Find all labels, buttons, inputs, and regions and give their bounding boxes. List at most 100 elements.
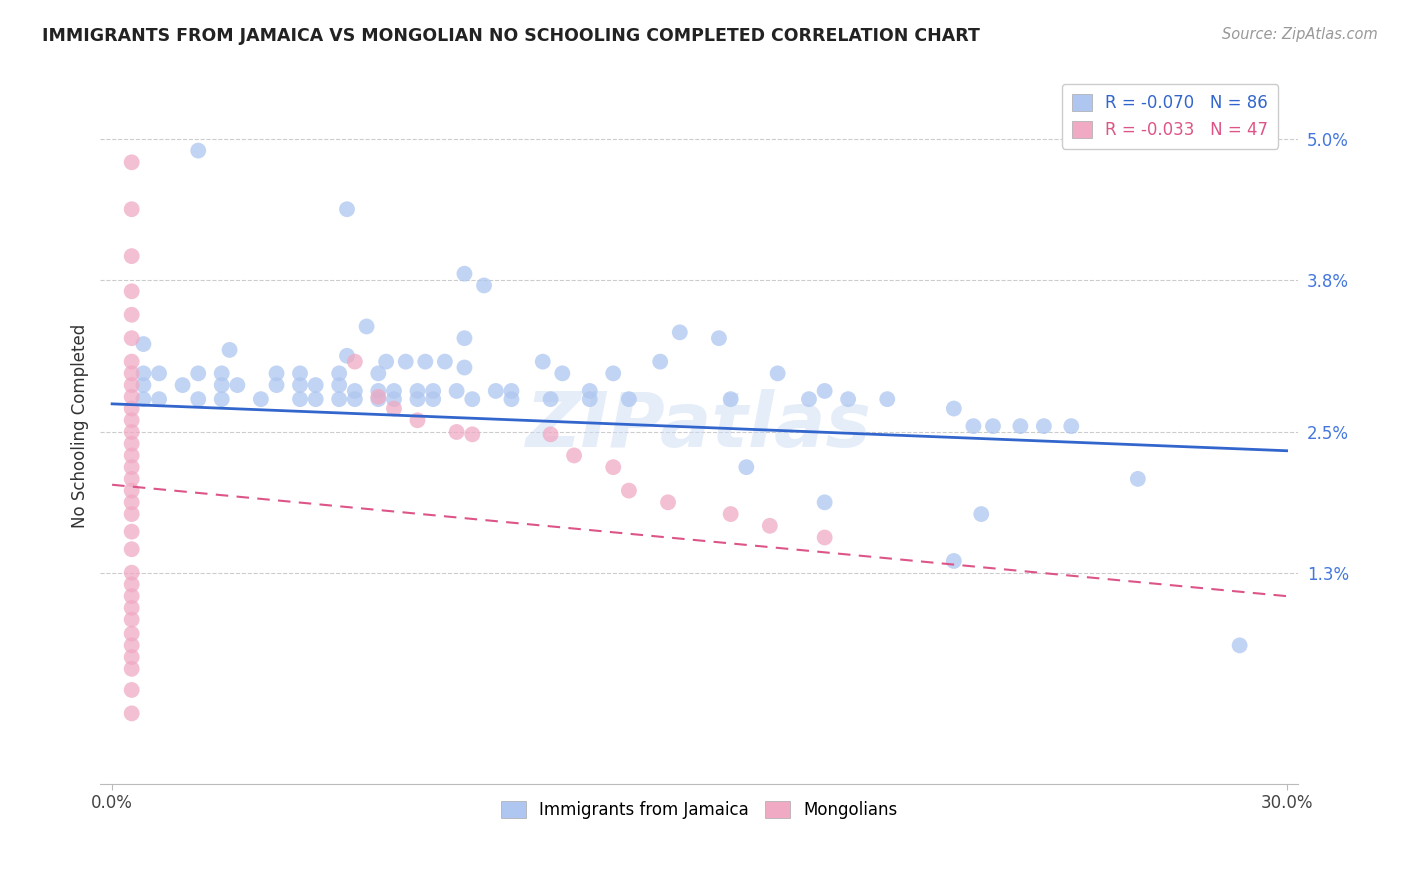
Point xyxy=(814,495,837,509)
Point xyxy=(837,392,859,406)
Point xyxy=(422,384,444,398)
Point xyxy=(602,460,624,475)
Point xyxy=(288,378,311,392)
Point xyxy=(121,390,143,404)
Point xyxy=(121,449,143,463)
Point xyxy=(617,483,640,498)
Point xyxy=(328,392,350,406)
Point xyxy=(406,384,429,398)
Point xyxy=(336,202,359,217)
Point xyxy=(422,392,444,406)
Legend: Immigrants from Jamaica, Mongolians: Immigrants from Jamaica, Mongolians xyxy=(494,794,904,825)
Point xyxy=(121,413,143,427)
Point xyxy=(1010,419,1032,434)
Point xyxy=(461,392,484,406)
Point xyxy=(226,378,249,392)
Point xyxy=(650,354,672,368)
Point xyxy=(211,367,233,381)
Point xyxy=(121,662,143,676)
Point xyxy=(472,278,495,293)
Point xyxy=(970,507,993,521)
Point xyxy=(814,531,837,545)
Point xyxy=(551,367,574,381)
Point xyxy=(562,449,585,463)
Point xyxy=(172,378,194,392)
Point xyxy=(218,343,240,357)
Point xyxy=(187,392,209,406)
Point xyxy=(121,639,143,653)
Point xyxy=(406,413,429,427)
Point xyxy=(121,401,143,416)
Point xyxy=(485,384,508,398)
Point xyxy=(375,354,398,368)
Point xyxy=(367,384,389,398)
Point xyxy=(305,392,328,406)
Point xyxy=(461,427,484,442)
Point xyxy=(121,155,143,169)
Point xyxy=(343,354,366,368)
Point xyxy=(413,354,436,368)
Point xyxy=(121,354,143,368)
Point xyxy=(1032,419,1054,434)
Text: Source: ZipAtlas.com: Source: ZipAtlas.com xyxy=(1222,27,1378,42)
Point xyxy=(121,626,143,640)
Point xyxy=(942,554,965,568)
Point xyxy=(501,392,523,406)
Point xyxy=(814,384,837,398)
Point xyxy=(962,419,984,434)
Point xyxy=(1060,419,1083,434)
Point xyxy=(602,367,624,381)
Point xyxy=(121,507,143,521)
Point xyxy=(121,613,143,627)
Point xyxy=(121,202,143,217)
Point xyxy=(121,524,143,539)
Point xyxy=(121,460,143,475)
Point xyxy=(942,401,965,416)
Point xyxy=(382,401,405,416)
Point xyxy=(1229,639,1251,653)
Point xyxy=(211,392,233,406)
Point xyxy=(657,495,679,509)
Point xyxy=(501,384,523,398)
Point xyxy=(121,425,143,439)
Point xyxy=(668,326,690,340)
Point xyxy=(343,384,366,398)
Point xyxy=(540,392,562,406)
Point xyxy=(395,354,418,368)
Point xyxy=(446,425,468,439)
Point xyxy=(148,392,170,406)
Point xyxy=(187,144,209,158)
Point xyxy=(328,378,350,392)
Point xyxy=(759,518,782,533)
Point xyxy=(578,384,600,398)
Point xyxy=(720,507,742,521)
Point xyxy=(336,349,359,363)
Point xyxy=(453,360,475,375)
Point xyxy=(288,367,311,381)
Point xyxy=(266,378,288,392)
Y-axis label: No Schooling Completed: No Schooling Completed xyxy=(72,324,89,528)
Point xyxy=(453,331,475,345)
Point xyxy=(211,378,233,392)
Point xyxy=(250,392,273,406)
Point xyxy=(266,367,288,381)
Point xyxy=(766,367,789,381)
Point xyxy=(121,331,143,345)
Point xyxy=(367,392,389,406)
Point xyxy=(707,331,730,345)
Point xyxy=(121,682,143,697)
Point xyxy=(876,392,898,406)
Point xyxy=(382,384,405,398)
Point xyxy=(1126,472,1149,486)
Point xyxy=(121,542,143,557)
Point xyxy=(356,319,378,334)
Point xyxy=(981,419,1004,434)
Point xyxy=(446,384,468,398)
Point xyxy=(132,337,155,351)
Point xyxy=(148,367,170,381)
Point xyxy=(617,392,640,406)
Point xyxy=(121,436,143,450)
Point xyxy=(121,600,143,615)
Point xyxy=(367,390,389,404)
Point xyxy=(328,367,350,381)
